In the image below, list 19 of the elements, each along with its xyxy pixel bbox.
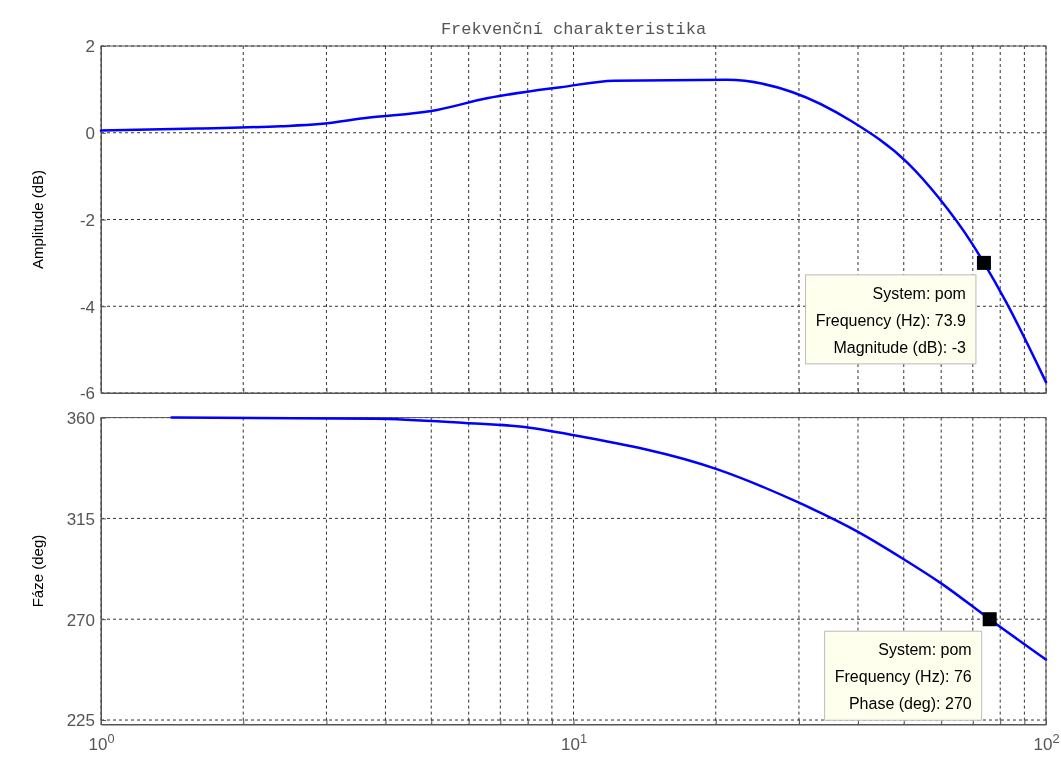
y-tick-label: -2 (79, 210, 95, 230)
y-axis-title: Amplitude (dB) (29, 169, 46, 270)
x-tick-label: 10$^{0}$ (88, 730, 115, 754)
chart-title: Frekvenční charakteristika (440, 20, 707, 39)
y-tick-label: -6 (79, 384, 95, 404)
y-axis-title: Fáze (deg) (29, 534, 46, 608)
x-tick-label: 10$^{1}$ (560, 730, 588, 754)
annotation: System: pom Frequency (Hz): 73.9 Magnitude (dB): -3 (815, 284, 967, 356)
y-tick-label: -4 (79, 297, 95, 317)
y-tick-label: 270 (66, 610, 95, 630)
datatip: System: pom Frequency (Hz): 76 Phase (deg): 270 (824, 630, 983, 721)
annotation: System: pom Frequency (Hz): 76 Phase (deg): 270 (834, 641, 972, 713)
y-tick-label: 315 (66, 509, 95, 529)
y-tick-label: 225 (66, 711, 95, 731)
y-tick-label: 360 (66, 409, 95, 429)
y-tick-label: 2 (85, 37, 95, 57)
datatip: System: pom Frequency (Hz): 73.9 Magnitude (dB): -3 (805, 274, 977, 365)
x-tick-label: 10$^{2}$ (1033, 730, 1060, 754)
y-tick-label: 0 (85, 124, 95, 144)
